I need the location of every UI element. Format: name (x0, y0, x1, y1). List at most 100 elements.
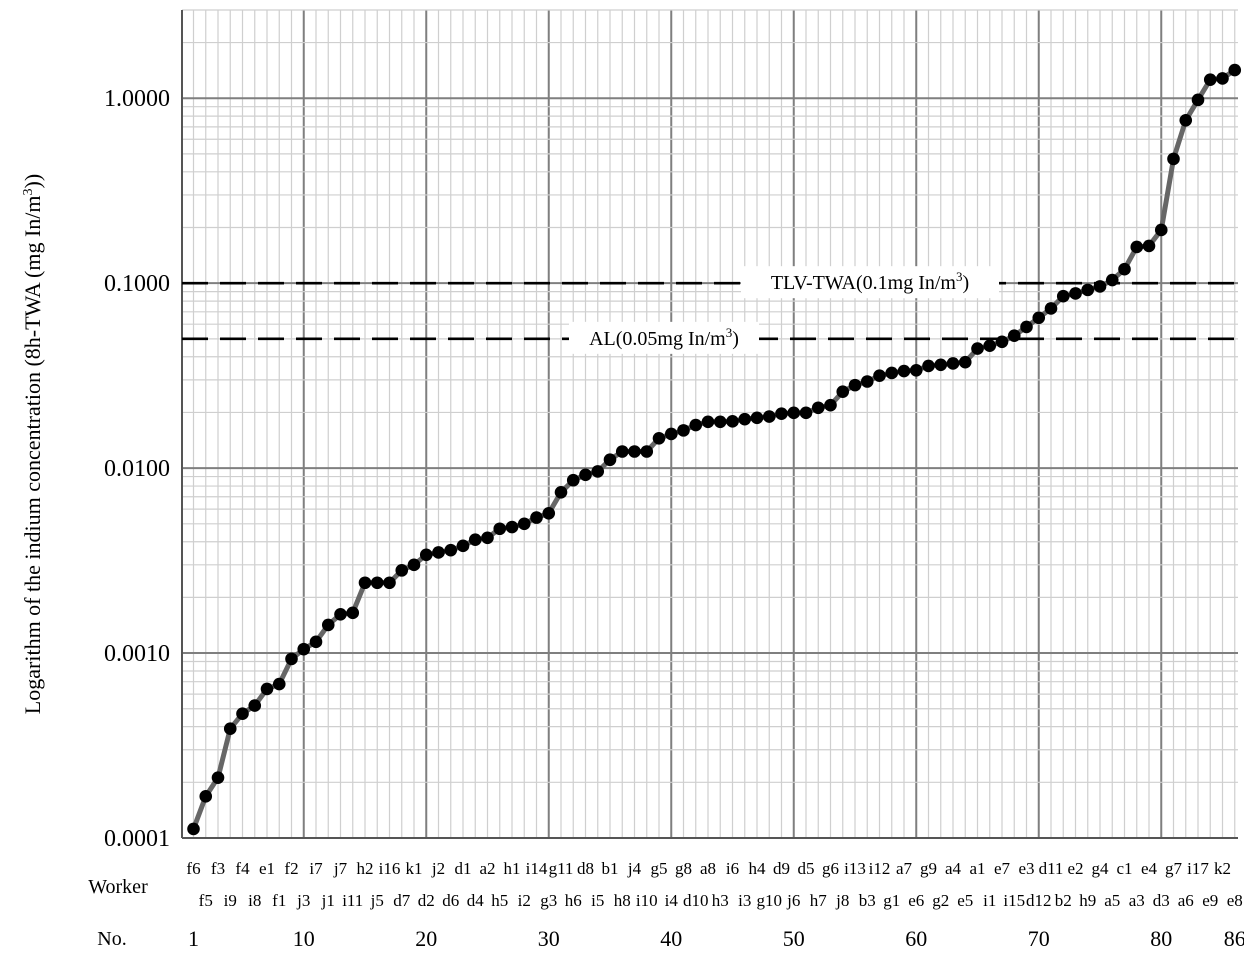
worker-label: h7 (810, 891, 828, 910)
worker-label: a7 (896, 859, 913, 878)
worker-label: j6 (786, 891, 800, 910)
data-point (909, 364, 923, 377)
number-row-label: No. (97, 928, 126, 950)
worker-label: h6 (565, 891, 582, 910)
data-point (1142, 239, 1156, 253)
data-point (554, 486, 568, 499)
data-point (1228, 63, 1242, 77)
worker-label: g2 (932, 891, 949, 910)
data-point (1191, 93, 1205, 107)
worker-label: a8 (700, 859, 716, 878)
data-point (456, 539, 470, 553)
worker-label: i17 (1187, 859, 1209, 878)
worker-label: d11 (1039, 859, 1064, 878)
worker-label: h9 (1079, 891, 1096, 910)
worker-label: k2 (1214, 859, 1231, 878)
data-point (873, 369, 886, 383)
data-point (1118, 262, 1131, 276)
worker-label: h1 (504, 859, 521, 878)
data-point (1007, 329, 1021, 343)
worker-label: a6 (1178, 891, 1194, 910)
reference-label-box (741, 266, 999, 299)
data-point (824, 398, 837, 412)
worker-label: h3 (712, 891, 729, 910)
data-point (1167, 152, 1180, 166)
worker-label: d12 (1026, 891, 1052, 910)
data-point (738, 412, 752, 426)
worker-label: f1 (272, 891, 286, 910)
worker-label: g8 (675, 859, 692, 878)
worker-label: a5 (1104, 891, 1120, 910)
data-point (860, 375, 874, 388)
worker-label: e4 (1141, 859, 1158, 878)
data-point (652, 431, 666, 445)
data-point (799, 406, 813, 420)
data-point (236, 707, 249, 721)
worker-row-label: Worker (88, 876, 148, 898)
data-point (309, 635, 323, 649)
worker-label: a2 (479, 859, 495, 878)
data-point (211, 771, 225, 784)
data-point (664, 427, 678, 441)
worker-label: f5 (199, 891, 213, 910)
worker-label: i5 (591, 891, 604, 910)
x-number-label: 1 (188, 926, 199, 951)
worker-label: h2 (357, 859, 374, 878)
worker-label: e1 (259, 859, 275, 878)
worker-label: g9 (920, 859, 937, 878)
x-number-label: 20 (415, 926, 437, 951)
data-point (1044, 302, 1058, 315)
y-axis-title: Logarithm of the indium concentration (8… (20, 174, 45, 714)
data-point (579, 468, 592, 482)
y-tick-label: 1.0000 (104, 86, 170, 112)
data-point (922, 359, 935, 373)
worker-label: i2 (518, 891, 531, 910)
worker-label: g1 (883, 891, 900, 910)
data-point (677, 424, 690, 437)
worker-label: d1 (455, 859, 472, 878)
data-point (517, 517, 531, 531)
data-point (885, 366, 899, 380)
data-point (223, 722, 237, 735)
data-point (591, 465, 605, 478)
data-point (187, 822, 200, 836)
worker-label: c1 (1116, 859, 1132, 878)
worker-label: g4 (1092, 859, 1110, 878)
data-point (1130, 240, 1144, 254)
data-point (1216, 72, 1229, 85)
reference-label: TLV-TWA(0.1mg In/m3) (771, 269, 969, 294)
worker-label: i12 (869, 859, 891, 878)
worker-label: j7 (333, 859, 348, 878)
data-point (983, 339, 997, 353)
data-point (493, 522, 507, 536)
data-point (419, 548, 433, 562)
worker-label: a1 (969, 859, 985, 878)
data-point (285, 652, 298, 666)
worker-label: i16 (379, 859, 401, 878)
worker-label: e5 (957, 891, 973, 910)
worker-label: e9 (1202, 891, 1218, 910)
worker-label: i10 (636, 891, 658, 910)
worker-label: d10 (683, 891, 709, 910)
worker-label: j8 (835, 891, 849, 910)
data-point (897, 364, 911, 378)
worker-label: g5 (651, 859, 668, 878)
worker-label: d5 (798, 859, 815, 878)
worker-label: i9 (224, 891, 237, 910)
worker-label: b2 (1055, 891, 1072, 910)
data-point (1020, 320, 1033, 334)
worker-label: f2 (284, 859, 298, 878)
x-number-label: 60 (905, 926, 927, 951)
data-point (750, 411, 764, 425)
y-tick-label: 0.0010 (104, 641, 170, 667)
data-point (603, 453, 617, 467)
worker-label: b1 (602, 859, 619, 878)
data-point (321, 618, 335, 632)
data-point (615, 445, 629, 458)
data-point (505, 520, 519, 534)
data-point (334, 608, 347, 621)
data-point (542, 506, 556, 520)
data-point (958, 355, 972, 369)
data-point (358, 576, 372, 590)
worker-label: e8 (1227, 891, 1243, 910)
